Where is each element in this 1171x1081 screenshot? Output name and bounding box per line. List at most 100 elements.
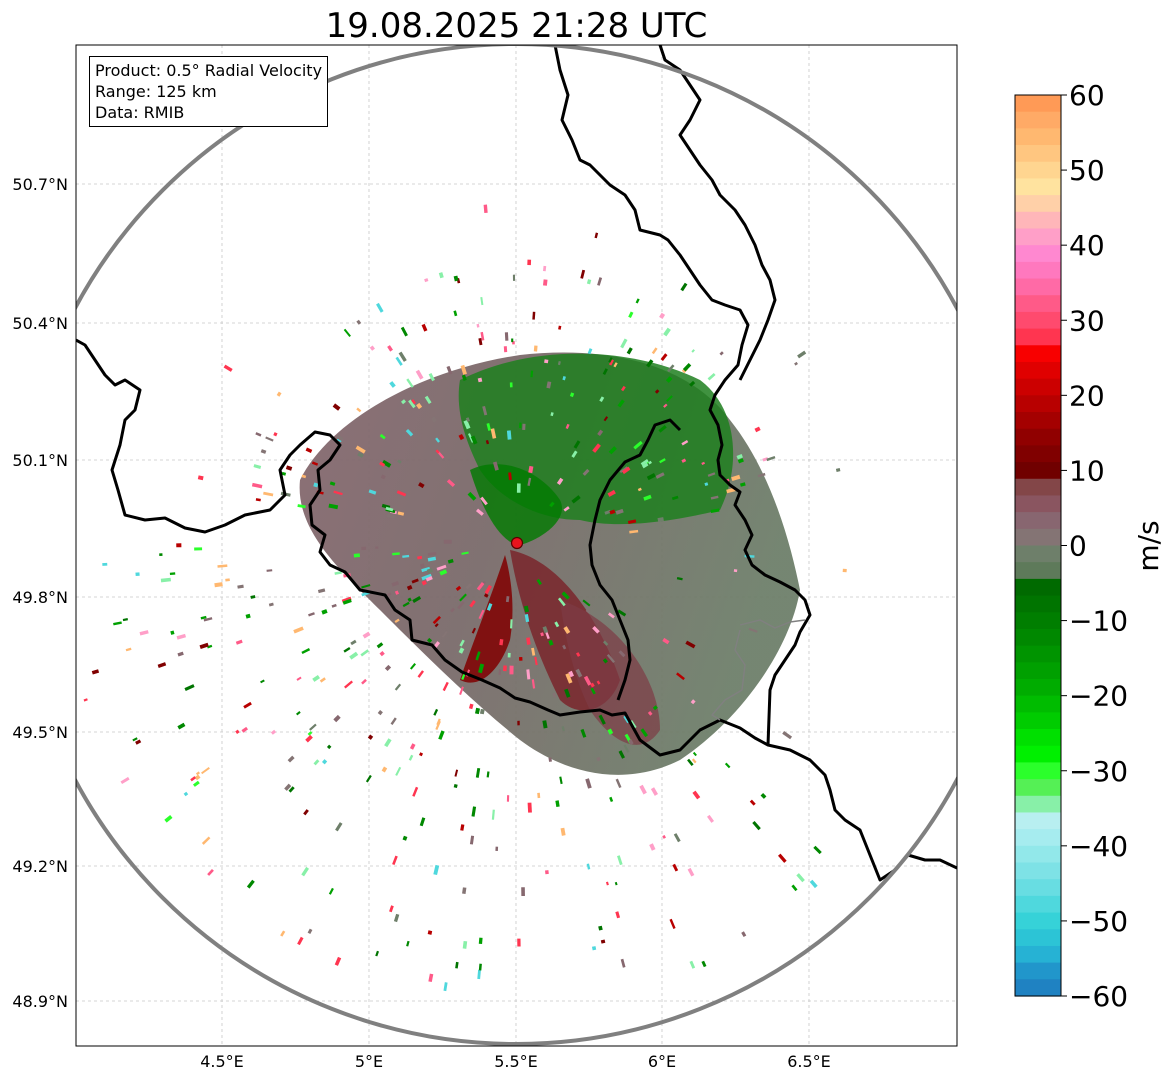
radar-bin: [465, 417, 470, 422]
radar-bin: [427, 551, 437, 556]
radar-bin: [463, 419, 471, 430]
radar-bin: [183, 791, 189, 797]
radar-bin: [490, 428, 497, 439]
radar-bin: [736, 453, 743, 460]
radar-bin: [483, 204, 488, 213]
radar-bin: [671, 495, 679, 501]
radar-bin: [663, 403, 668, 408]
product-label: Product: 0.5° Radial Velocity: [95, 61, 323, 80]
radar-bin: [646, 359, 654, 368]
radar-bin: [511, 338, 514, 343]
radar-bin: [482, 405, 488, 416]
radar-bin: [559, 776, 563, 785]
radar-bin: [301, 866, 309, 877]
radar-site-marker[interactable]: [510, 536, 524, 550]
radar-bin: [609, 359, 614, 366]
radar-bin: [333, 714, 341, 723]
radar-bin: [537, 792, 541, 799]
radar-bin: [478, 663, 485, 674]
radar-bin: [762, 457, 769, 462]
radar-bin: [408, 754, 414, 761]
radar-bin: [424, 278, 429, 283]
radar-bin: [250, 595, 256, 599]
radar-bin: [125, 647, 132, 652]
radar-bin: [273, 432, 278, 437]
radar-bin: [749, 799, 756, 806]
radar-bin: [411, 399, 416, 405]
radar-bin: [669, 918, 676, 929]
radar-bin: [757, 472, 766, 478]
data-source-label: Data: RMIB: [95, 103, 185, 122]
radar-bin: [331, 603, 337, 608]
radar-bin: [207, 868, 214, 876]
radar-bin: [369, 345, 375, 351]
radar-bin: [270, 729, 277, 735]
radar-bin: [419, 817, 426, 827]
radar-bin: [245, 613, 251, 619]
radar-bin: [615, 911, 621, 919]
radar-bin: [457, 601, 465, 610]
radar-bin: [225, 578, 230, 582]
x-tick-label: 5.5°E: [494, 1052, 538, 1071]
radar-bin: [266, 569, 273, 572]
radar-bin: [476, 323, 480, 328]
radar-bin: [135, 572, 140, 577]
radar-bin: [177, 722, 186, 730]
radar-bin: [480, 496, 488, 506]
radar-bin: [412, 595, 422, 603]
radar-bin: [485, 439, 490, 445]
radar-bin: [523, 605, 529, 613]
radar-bin: [592, 443, 601, 453]
radar-bin: [402, 554, 410, 558]
radar-bin: [571, 450, 578, 458]
radar-bin: [602, 640, 609, 646]
radar-bin: [565, 423, 570, 430]
radar-bin: [461, 374, 467, 381]
radar-bin: [460, 824, 465, 831]
radar-bin: [629, 529, 639, 534]
radar-bin: [443, 982, 448, 992]
radar-bin: [402, 601, 410, 608]
radar-bin: [381, 766, 388, 773]
radar-bin: [617, 855, 623, 866]
y-tick-label: 49.5°N: [12, 723, 68, 742]
radar-bin: [550, 412, 554, 417]
radar-bin: [235, 729, 240, 735]
radar-bin: [548, 639, 554, 646]
radar-bin: [427, 930, 433, 935]
radar-bin: [556, 477, 564, 485]
radar-bin: [223, 364, 233, 372]
radar-bin: [190, 776, 197, 782]
radar-bin: [617, 399, 625, 408]
radar-bin: [367, 734, 374, 740]
plot-frame: [75, 44, 958, 1047]
radar-bin: [542, 626, 549, 634]
radar-bin: [459, 639, 465, 647]
radar-bin: [498, 669, 502, 675]
radar-bin: [499, 639, 504, 646]
radar-bin: [461, 551, 469, 555]
radar-bin: [397, 511, 405, 516]
y-tick-label: 49.8°N: [12, 588, 68, 607]
radar-bin: [689, 960, 696, 969]
velocity-echoes: [83, 204, 847, 992]
radar-bin: [433, 864, 440, 876]
radar-bin: [393, 913, 400, 923]
radar-bin: [635, 298, 640, 304]
radar-bin: [301, 474, 307, 479]
radar-bin: [517, 720, 520, 726]
radar-bin: [528, 465, 534, 474]
radar-bin: [527, 477, 532, 486]
radar-bin: [524, 613, 530, 623]
radar-bin: [552, 692, 557, 698]
radar-bin: [545, 870, 549, 875]
radar-bin: [690, 699, 696, 705]
radar-bin: [630, 720, 637, 729]
radar-bin: [598, 714, 606, 725]
radar-bin: [349, 651, 359, 660]
radar-bin: [531, 679, 536, 689]
radar-bin: [619, 466, 629, 474]
radar-bin: [654, 389, 660, 394]
radar-bin: [615, 508, 624, 515]
